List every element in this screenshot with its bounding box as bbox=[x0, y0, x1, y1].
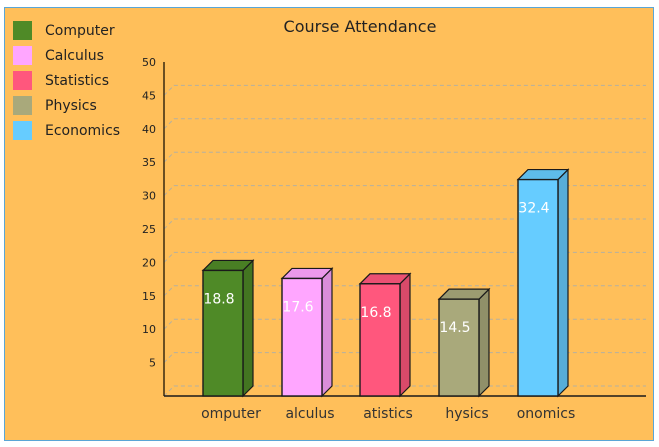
y-tick-label: 10 bbox=[142, 323, 156, 336]
bar-side-face bbox=[242, 258, 254, 398]
bar-value-label: 16.8 bbox=[360, 305, 391, 321]
bar-computer bbox=[202, 269, 244, 397]
gridline bbox=[163, 118, 646, 130]
bar-physics bbox=[438, 298, 480, 397]
gridline bbox=[163, 218, 646, 230]
x-tick-label: omputer bbox=[201, 406, 261, 422]
bar-calculus bbox=[281, 277, 323, 397]
bar-side-face bbox=[321, 266, 333, 398]
x-tick-label: atistics bbox=[363, 406, 413, 422]
y-tick-label: 20 bbox=[142, 256, 156, 269]
x-tick-label: alculus bbox=[285, 406, 334, 422]
legend: Computer Calculus Statistics Physics Eco… bbox=[13, 18, 120, 143]
legend-item-statistics: Statistics bbox=[13, 68, 120, 93]
legend-swatch bbox=[13, 96, 32, 115]
legend-swatch bbox=[13, 121, 32, 140]
gridline bbox=[163, 318, 646, 330]
bar-statistics bbox=[359, 283, 401, 397]
legend-label: Calculus bbox=[45, 47, 104, 64]
bar-value-label: 32.4 bbox=[518, 201, 549, 217]
gridline bbox=[163, 84, 646, 96]
y-tick-label: 50 bbox=[142, 56, 156, 69]
bar-side-face bbox=[557, 168, 569, 398]
y-tick-label: 35 bbox=[142, 156, 156, 169]
bar-value-label: 14.5 bbox=[439, 320, 470, 336]
bar-side-face bbox=[399, 272, 411, 398]
legend-swatch bbox=[13, 21, 32, 40]
gridline bbox=[163, 251, 646, 263]
y-tick-label: 15 bbox=[142, 290, 156, 303]
y-tick-label: 5 bbox=[149, 357, 156, 370]
chart-title: Course Attendance bbox=[283, 17, 437, 36]
gridline bbox=[163, 151, 646, 163]
gridline bbox=[163, 185, 646, 196]
legend-swatch bbox=[13, 71, 32, 90]
legend-label: Statistics bbox=[45, 72, 109, 89]
y-tick-label: 45 bbox=[142, 89, 156, 102]
legend-label: Computer bbox=[45, 22, 115, 39]
legend-swatch bbox=[13, 46, 32, 65]
legend-label: Economics bbox=[45, 122, 121, 139]
gridline bbox=[163, 285, 646, 297]
y-tick-label: 40 bbox=[142, 123, 156, 136]
legend-item-economics: Economics bbox=[13, 118, 120, 143]
legend-item-physics: Physics bbox=[13, 93, 120, 118]
x-tick-label: hysics bbox=[445, 406, 488, 422]
legend-item-computer: Computer bbox=[13, 18, 120, 43]
gridline bbox=[163, 352, 646, 363]
bar-value-label: 18.8 bbox=[203, 291, 234, 307]
bar-side-face bbox=[478, 287, 490, 398]
gridline bbox=[163, 385, 646, 397]
bar-value-label: 17.6 bbox=[282, 299, 313, 315]
y-tick-label: 25 bbox=[142, 223, 156, 236]
y-tick-label: 30 bbox=[142, 190, 156, 203]
legend-item-calculus: Calculus bbox=[13, 43, 120, 68]
x-tick-label: onomics bbox=[517, 406, 576, 422]
bar-economics bbox=[517, 178, 559, 397]
legend-label: Physics bbox=[45, 97, 97, 114]
